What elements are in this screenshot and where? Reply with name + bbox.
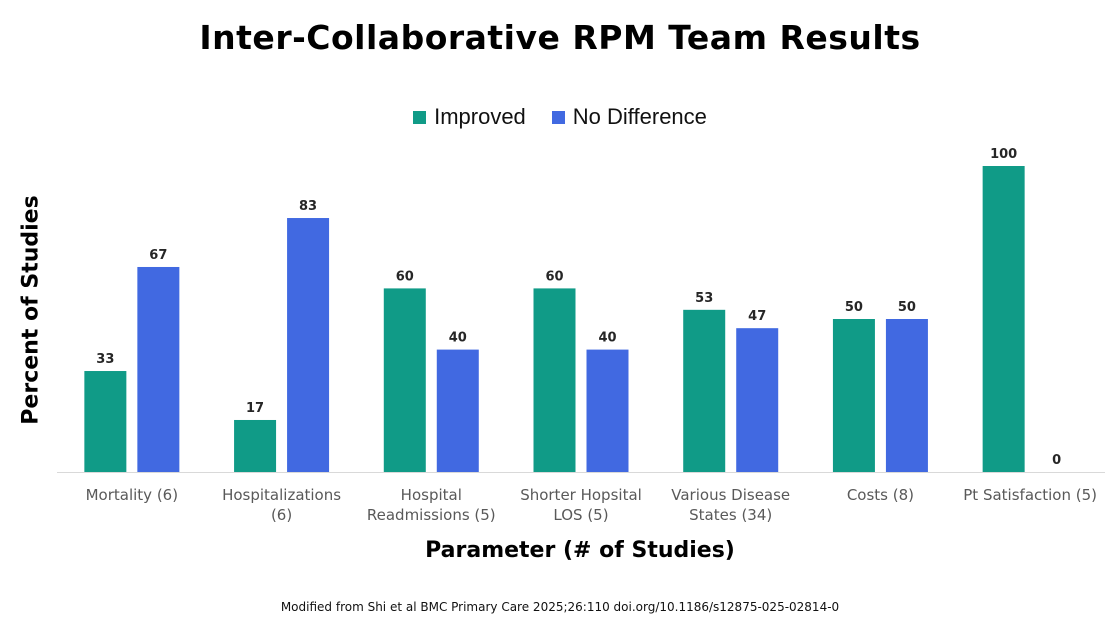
x-axis-label: Parameter (# of Studies) (425, 538, 735, 563)
data-label-no-difference-4: 47 (748, 309, 766, 324)
data-label-no-difference-1: 83 (299, 199, 317, 214)
x-tick-label-5-0: Costs (8) (847, 486, 914, 504)
legend-swatch-no-difference (551, 110, 565, 124)
x-tick-label-3-0: Shorter Hopsital (520, 486, 642, 504)
data-label-improved-5: 50 (845, 300, 863, 315)
data-label-no-difference-3: 40 (598, 331, 616, 346)
bar-no-difference-3 (586, 349, 629, 472)
data-label-improved-4: 53 (695, 291, 713, 306)
x-tick-label-2-1: Readmissions (5) (367, 506, 496, 524)
legend-swatch-improved (413, 110, 427, 124)
x-tick-label-2-0: Hospital (401, 486, 462, 504)
bar-improved-6 (982, 166, 1025, 472)
data-label-improved-3: 60 (545, 269, 563, 284)
data-label-improved-2: 60 (396, 269, 414, 284)
bar-no-difference-0 (137, 266, 180, 472)
bar-improved-2 (383, 288, 426, 472)
chart-title: Inter-Collaborative RPM Team Results (199, 18, 921, 57)
data-label-no-difference-0: 67 (149, 248, 167, 263)
legend-label-no-difference: No Difference (572, 104, 707, 129)
data-label-no-difference-2: 40 (449, 331, 467, 346)
bar-no-difference-4 (736, 328, 779, 472)
x-tick-label-4-0: Various Disease (671, 486, 790, 504)
data-label-no-difference-6: 0 (1052, 453, 1061, 468)
data-label-improved-0: 33 (96, 352, 114, 367)
source-citation: Modified from Shi et al BMC Primary Care… (280, 600, 840, 614)
x-tick-label-1-0: Hospitalizations (222, 486, 341, 504)
legend-label-improved: Improved (434, 104, 526, 129)
bar-improved-3 (533, 288, 576, 472)
x-tick-label-4-1: States (34) (689, 506, 772, 524)
bar-improved-1 (234, 419, 277, 472)
data-label-no-difference-5: 50 (898, 300, 916, 315)
x-tick-label-0-0: Mortality (6) (86, 486, 178, 504)
bar-no-difference-5 (885, 319, 928, 472)
legend-item-no-difference: No Difference (551, 104, 707, 130)
x-tick-label-3-1: LOS (5) (553, 506, 608, 524)
bar-no-difference-2 (436, 349, 479, 472)
bar-no-difference-1 (287, 218, 330, 472)
x-tick-label-1-1: (6) (271, 506, 292, 524)
bar-improved-4 (683, 309, 726, 472)
data-label-improved-1: 17 (246, 401, 264, 416)
data-label-improved-6: 100 (990, 147, 1017, 162)
legend: Improved No Difference (0, 104, 1120, 130)
bar-improved-5 (832, 319, 875, 472)
legend-item-improved: Improved (413, 104, 526, 130)
bar-improved-0 (84, 371, 127, 472)
x-tick-label-6-0: Pt Satisfaction (5) (963, 486, 1097, 504)
